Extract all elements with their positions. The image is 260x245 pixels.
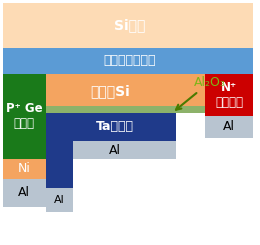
Bar <box>3 48 253 74</box>
Bar <box>3 74 46 159</box>
Bar <box>46 113 176 141</box>
Text: P⁺ Ge
ソース: P⁺ Ge ソース <box>6 102 42 130</box>
Text: Al: Al <box>18 186 30 199</box>
Bar <box>3 179 46 207</box>
Bar <box>46 113 73 188</box>
Text: Ni: Ni <box>18 162 30 175</box>
Text: ひずみSi: ひずみSi <box>90 84 130 98</box>
Bar <box>46 188 73 212</box>
Text: Al: Al <box>54 195 64 205</box>
Text: Al: Al <box>109 144 121 157</box>
Bar <box>46 141 176 159</box>
Bar <box>205 116 253 138</box>
Bar <box>46 106 206 113</box>
Bar <box>3 74 208 108</box>
Text: Al: Al <box>223 121 235 134</box>
Text: Taゲート: Taゲート <box>96 121 134 134</box>
Bar <box>205 74 253 116</box>
Text: Al₂O₃: Al₂O₃ <box>176 75 226 110</box>
Bar <box>3 159 46 179</box>
Text: 埋め込み酸化膜: 埋め込み酸化膜 <box>104 54 156 68</box>
Bar <box>3 3 253 48</box>
Text: N⁺
ドレイン: N⁺ ドレイン <box>215 81 243 109</box>
Text: Si基板: Si基板 <box>114 18 146 32</box>
